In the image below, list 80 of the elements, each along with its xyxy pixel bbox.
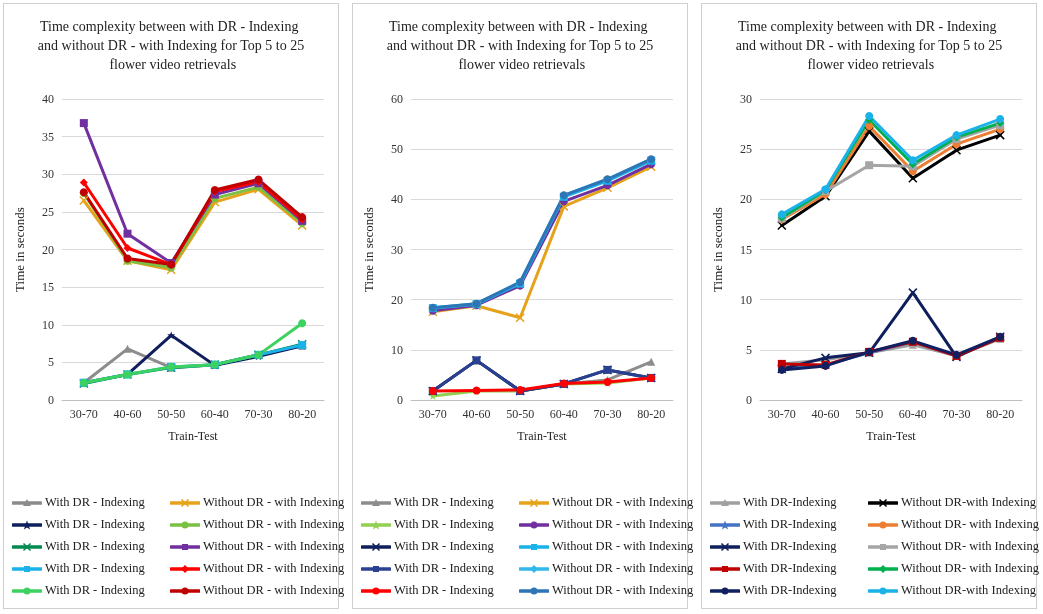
legend-label: With DR - Indexing bbox=[394, 495, 494, 510]
x-tick-label: 30-70 bbox=[418, 407, 447, 421]
y-tick-label: 50 bbox=[391, 142, 403, 157]
y-tick-label: 5 bbox=[48, 355, 54, 370]
x-tick-label: 40-60 bbox=[462, 407, 491, 421]
y-tick-label: 25 bbox=[740, 142, 752, 157]
legend-label: With DR - Indexing bbox=[394, 517, 494, 532]
legend-label: Without DR-with Indexing bbox=[901, 495, 1036, 510]
y-axis-title: Time in seconds bbox=[12, 207, 27, 292]
y-tick-label: 10 bbox=[740, 292, 752, 307]
x-tick-label: 50-50 bbox=[157, 407, 186, 421]
chart-title: Time complexity between with DR - Indexing and without DR - with Indexing for Top 5 to 25 flower video retrievals bbox=[37, 19, 305, 72]
legend-label: Without DR- with Indexing bbox=[901, 561, 1040, 576]
x-tick-label: 50-50 bbox=[855, 407, 884, 421]
x-tick-label: 60-40 bbox=[898, 407, 927, 421]
legend-label: With DR - Indexing bbox=[45, 539, 145, 554]
x-tick-label: 70-30 bbox=[942, 407, 971, 421]
x-tick-label: 40-60 bbox=[811, 407, 840, 421]
legend-label: With DR-Indexing bbox=[743, 561, 837, 576]
y-tick-label: 30 bbox=[42, 167, 54, 182]
y-tick-label: 30 bbox=[391, 242, 403, 257]
x-tick-label: 60-40 bbox=[549, 407, 578, 421]
legend-label: Without DR - with Indexing bbox=[552, 539, 694, 554]
legend-label: Without DR - with Indexing bbox=[203, 583, 345, 598]
legend-label: Without DR - with Indexing bbox=[203, 495, 345, 510]
legend-label: Without DR - with Indexing bbox=[203, 539, 345, 554]
legend-label: Without DR - with Indexing bbox=[552, 517, 694, 532]
x-tick-label: 30-70 bbox=[767, 407, 796, 421]
y-tick-label: 5 bbox=[746, 342, 752, 357]
x-tick-label: 80-20 bbox=[986, 407, 1015, 421]
y-tick-label: 20 bbox=[740, 192, 752, 207]
y-tick-label: 10 bbox=[42, 317, 54, 332]
y-tick-label: 0 bbox=[397, 393, 403, 407]
legend-label: Without DR - with Indexing bbox=[203, 561, 345, 576]
y-tick-label: 25 bbox=[42, 204, 54, 219]
y-tick-label: 15 bbox=[740, 242, 752, 257]
legend-label: Without DR- with Indexing bbox=[901, 539, 1040, 554]
y-axis-title: Time in seconds bbox=[710, 207, 725, 292]
legend-label: With DR-Indexing bbox=[743, 495, 837, 510]
legend-label: With DR - Indexing bbox=[394, 539, 494, 554]
chart-title: Time complexity between with DR - Indexing and without DR - with Indexing for Top 5 to 25 flower video retrievals bbox=[386, 19, 654, 72]
x-axis-title: Train-Test bbox=[517, 429, 568, 443]
legend-label: With DR - Indexing bbox=[45, 561, 145, 576]
chart-title: Time complexity between with DR - Indexing and without DR - with Indexing for Top 5 to 25 flower video retrievals bbox=[735, 19, 1003, 72]
legend-label: With DR - Indexing bbox=[394, 583, 494, 598]
legend-label: Without DR - with Indexing bbox=[552, 561, 694, 576]
x-tick-label: 30-70 bbox=[69, 407, 98, 421]
y-tick-label: 15 bbox=[42, 280, 54, 295]
legend-label: With DR - Indexing bbox=[45, 517, 145, 532]
legend-label: Without DR- with Indexing bbox=[901, 517, 1040, 532]
y-tick-label: 0 bbox=[48, 393, 54, 407]
legend-label: Without DR - with Indexing bbox=[203, 517, 345, 532]
y-tick-label: 35 bbox=[42, 129, 54, 144]
x-axis-title: Train-Test bbox=[866, 429, 917, 443]
y-tick-label: 40 bbox=[42, 92, 54, 106]
legend-label: With DR-Indexing bbox=[743, 517, 837, 532]
legend-label: With DR - Indexing bbox=[45, 495, 145, 510]
x-tick-label: 80-20 bbox=[637, 407, 666, 421]
y-axis-title: Time in seconds bbox=[361, 207, 376, 292]
legend-label: With DR-Indexing bbox=[743, 583, 837, 598]
y-tick-label: 20 bbox=[42, 242, 54, 257]
legend-label: With DR-Indexing bbox=[743, 539, 837, 554]
x-tick-label: 50-50 bbox=[506, 407, 535, 421]
x-tick-label: 80-20 bbox=[288, 407, 317, 421]
y-tick-label: 30 bbox=[740, 92, 752, 106]
legend-label: With DR - Indexing bbox=[45, 583, 145, 598]
y-tick-label: 60 bbox=[391, 92, 403, 106]
legend-label: Without DR-with Indexing bbox=[901, 583, 1036, 598]
x-axis-title: Train-Test bbox=[168, 429, 219, 443]
y-tick-label: 10 bbox=[391, 342, 403, 357]
y-tick-label: 0 bbox=[746, 393, 752, 407]
x-tick-label: 70-30 bbox=[244, 407, 273, 421]
x-tick-label: 40-60 bbox=[113, 407, 142, 421]
y-tick-label: 20 bbox=[391, 292, 403, 307]
legend-label: Without DR - with Indexing bbox=[552, 495, 694, 510]
x-tick-label: 60-40 bbox=[200, 407, 229, 421]
y-tick-label: 40 bbox=[391, 192, 403, 207]
x-tick-label: 70-30 bbox=[593, 407, 622, 421]
legend-label: With DR - Indexing bbox=[394, 561, 494, 576]
legend-label: Without DR - with Indexing bbox=[552, 583, 694, 598]
